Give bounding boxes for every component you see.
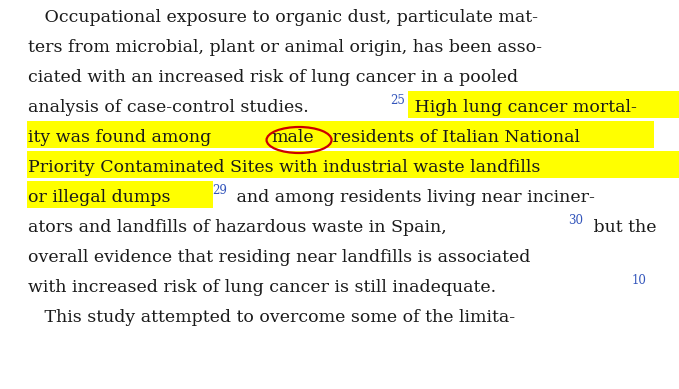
- Text: and among residents living near inciner-: and among residents living near inciner-: [231, 189, 595, 206]
- Text: or illegal dumps: or illegal dumps: [28, 189, 170, 206]
- Text: Occupational exposure to organic dust, particulate mat-: Occupational exposure to organic dust, p…: [28, 9, 538, 26]
- Text: analysis of case-control studies.: analysis of case-control studies.: [28, 99, 309, 116]
- Text: This study attempted to overcome some of the limita-: This study attempted to overcome some of…: [28, 309, 515, 326]
- Text: with increased risk of lung cancer is still inadequate.: with increased risk of lung cancer is st…: [28, 279, 496, 296]
- Bar: [270, 121, 327, 148]
- Text: 25: 25: [390, 94, 405, 107]
- Bar: [409, 91, 679, 118]
- Text: Priority Contaminated Sites with industrial waste landfills: Priority Contaminated Sites with industr…: [28, 159, 540, 176]
- Text: ciated with an increased risk of lung cancer in a pooled: ciated with an increased risk of lung ca…: [28, 69, 518, 86]
- Text: overall evidence that residing near landfills is associated: overall evidence that residing near land…: [28, 249, 530, 266]
- Bar: [27, 181, 213, 208]
- Text: residents of Italian National: residents of Italian National: [327, 129, 580, 146]
- Text: 30: 30: [568, 214, 583, 227]
- Text: 29: 29: [212, 184, 227, 197]
- Text: ators and landfills of hazardous waste in Spain,: ators and landfills of hazardous waste i…: [28, 219, 447, 236]
- Bar: [27, 151, 679, 178]
- Text: ters from microbial, plant or animal origin, has been asso-: ters from microbial, plant or animal ori…: [28, 39, 542, 56]
- Text: 10: 10: [632, 274, 647, 287]
- Bar: [27, 121, 272, 148]
- Text: High lung cancer mortal-: High lung cancer mortal-: [409, 99, 638, 116]
- Text: ity was found among: ity was found among: [28, 129, 217, 146]
- Text: but the: but the: [588, 219, 656, 236]
- Bar: [325, 121, 654, 148]
- Text: male: male: [272, 129, 314, 146]
